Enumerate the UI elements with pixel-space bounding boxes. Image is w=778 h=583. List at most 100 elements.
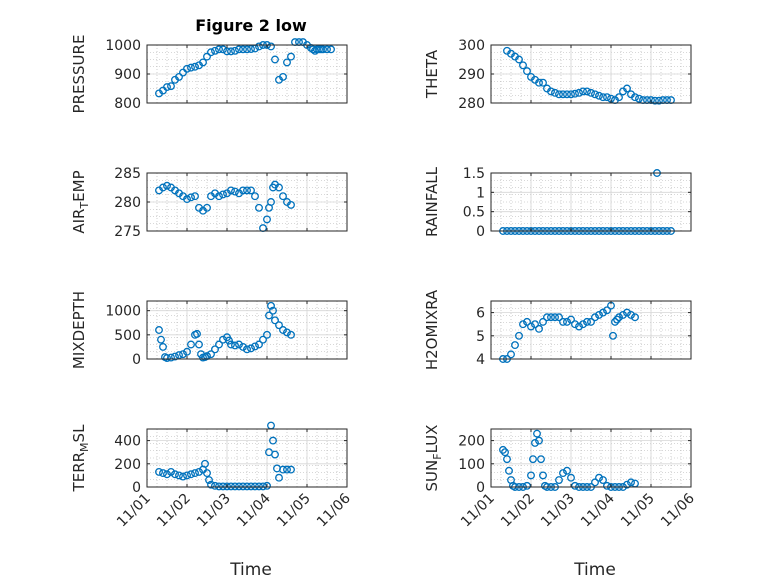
data-point (183, 471, 191, 480)
data-point (167, 467, 175, 476)
data-point (515, 55, 523, 64)
data-point (255, 42, 263, 51)
data-point (271, 55, 279, 64)
x-tick-label: 11/04 (234, 490, 274, 530)
data-point (651, 96, 659, 105)
data-point (263, 330, 271, 339)
data-point (595, 473, 603, 482)
data-point (327, 45, 335, 54)
data-point (225, 336, 233, 345)
data-point (187, 63, 195, 72)
data-point (539, 78, 547, 87)
y-tick-label: 800 (114, 96, 141, 112)
data-point (247, 45, 255, 54)
data-point (539, 317, 547, 326)
data-point (623, 84, 631, 93)
data-point (507, 350, 515, 359)
data-point (599, 93, 607, 102)
data-point (203, 52, 211, 61)
data-point (527, 471, 535, 480)
data-point (265, 311, 273, 320)
data-point (247, 186, 255, 195)
data-point (219, 190, 227, 199)
data-point (505, 466, 513, 475)
data-point (259, 335, 267, 344)
data-point (523, 481, 531, 490)
data-point (283, 328, 291, 337)
data-point (615, 313, 623, 322)
data-point (613, 315, 621, 324)
data-point (207, 480, 215, 489)
data-point (175, 72, 183, 81)
data-point (523, 317, 531, 326)
data-point (555, 90, 563, 99)
data-point (187, 470, 195, 479)
data-point (247, 344, 255, 353)
data-point (287, 52, 295, 61)
series-air_temp (155, 180, 295, 233)
data-point (243, 482, 251, 491)
data-point (603, 481, 611, 490)
data-point (203, 469, 211, 478)
data-point (269, 306, 277, 315)
data-point (555, 313, 563, 322)
data-point (207, 48, 215, 57)
data-point (155, 467, 163, 476)
data-point (599, 308, 607, 317)
data-point (511, 341, 519, 350)
data-point (535, 436, 543, 445)
data-point (587, 317, 595, 326)
data-point (219, 482, 227, 491)
data-point (275, 473, 283, 482)
data-point (567, 90, 575, 99)
y-axis-label-h2omixra: H2OMIXRA (423, 289, 441, 370)
y-tick-label: 280 (458, 96, 485, 112)
y-tick-label: 0 (132, 480, 141, 496)
y-tick-label: 200 (114, 457, 141, 473)
data-point (595, 91, 603, 100)
subplot-air_temp: 275 280 285 AIRTEMP (70, 166, 348, 240)
data-point (579, 87, 587, 96)
data-point (243, 345, 251, 354)
data-point (227, 47, 235, 56)
axes-box (490, 428, 692, 488)
data-point (179, 350, 187, 359)
x-tick-label: 11/01 (114, 491, 154, 531)
x-tick-label: 11/03 (194, 491, 234, 531)
data-point (199, 58, 207, 67)
data-point (157, 335, 165, 344)
x-tick-label: 11/05 (274, 491, 314, 531)
x-tick-label: 11/04 (578, 490, 618, 530)
y-tick-label: 200 (458, 434, 485, 450)
axes-box (146, 300, 348, 360)
data-point (615, 93, 623, 102)
subplot-mixdepth: 0 500 1000 MIXDEPTH (70, 291, 348, 369)
data-point (207, 350, 215, 359)
data-point (591, 90, 599, 99)
data-point (251, 482, 259, 491)
data-point (191, 469, 199, 478)
data-point (223, 482, 231, 491)
data-point (167, 353, 175, 362)
data-point (215, 192, 223, 201)
data-point (547, 87, 555, 96)
y-tick-label: 0 (476, 480, 485, 496)
data-point (279, 326, 287, 334)
data-point (499, 445, 507, 454)
data-point (543, 313, 551, 322)
data-point (163, 470, 171, 479)
data-point (267, 301, 275, 310)
data-point (627, 310, 635, 319)
data-point (271, 450, 279, 459)
data-point (239, 186, 247, 195)
data-point (283, 58, 291, 67)
data-point (279, 192, 287, 201)
data-point (529, 455, 537, 464)
grid (490, 301, 692, 360)
data-point (571, 481, 579, 490)
data-point (267, 198, 275, 206)
data-point (159, 469, 167, 478)
data-point (555, 476, 563, 484)
data-point (195, 340, 203, 349)
y-axis-label-theta: THETA (423, 49, 441, 99)
